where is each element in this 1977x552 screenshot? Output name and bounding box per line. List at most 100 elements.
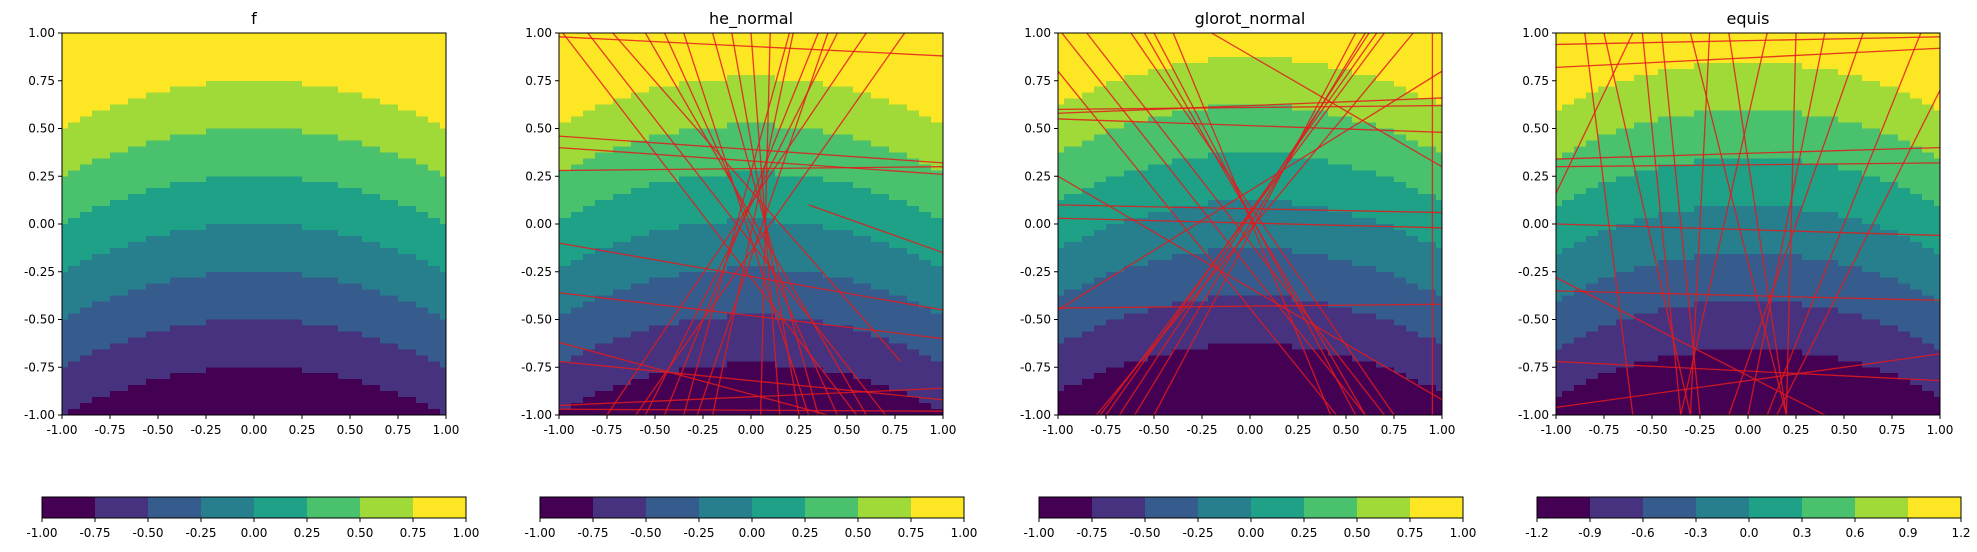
x-tick-label: -0.75 [1090,423,1121,437]
overlay-line [1172,33,1332,415]
x-tick-label: 1.00 [1429,423,1456,437]
overlay-line [664,33,838,415]
overlay-line [1556,47,1940,69]
colorbar: -1.00 -0.75 -0.50 -0.25 0.00 0.25 0.50 0.75 1.00 [524,496,978,540]
x-tick-label: 1.00 [930,423,957,437]
overlay-line [1058,175,1442,401]
overlay-line [759,33,771,415]
subplot: he_normal -1.00 -0.75 -0.50 -0.25 0.00 0.25 0.5… [521,9,977,540]
overlay-line [559,166,943,172]
plot-title: equis [1727,9,1770,28]
y-tick-label: 0.00 [1522,217,1549,231]
x-tick-label: 0.50 [1333,423,1360,437]
y-tick-label: -0.75 [24,360,55,374]
colorbar-tick-label: 0.50 [845,526,872,540]
colorbar-tick-label: 1.00 [453,526,480,540]
x-tick-label: 0.75 [1381,423,1408,437]
y-tick-label: -1.00 [521,408,552,422]
colorbar-tick-label: -0.50 [1129,526,1160,540]
y-tick-label: -0.50 [24,313,55,327]
overlay-line [1728,33,1864,415]
x-tick-label: -0.25 [1684,423,1715,437]
overlay-line [559,341,828,415]
x-tick-label: -1.00 [46,423,77,437]
colorbar-segment [360,497,414,518]
colorbar-tick-label: 0.6 [1845,526,1864,540]
overlay-line [1556,162,1940,168]
y-tick-label: 1.00 [28,26,55,40]
y-tick-label: -0.75 [521,360,552,374]
y-tick-label: 0.50 [1522,122,1549,136]
colorbar-segment [1537,497,1591,518]
colorbar-segment [1410,497,1464,518]
colorbar-tick-label: 0.50 [347,526,374,540]
colorbar-segment [95,497,149,518]
x-tick-label: 0.50 [337,423,364,437]
overlay-line [559,292,943,340]
colorbar-segment [1357,497,1411,518]
overlay-line [1556,353,1940,409]
colorbar-tick-label: -1.00 [1023,526,1054,540]
y-tick-label: -0.50 [1020,313,1051,327]
colorbar-tick-label: -0.3 [1684,526,1707,540]
y-tick-label: 0.25 [525,169,552,183]
colorbar-tick-label: -0.75 [1076,526,1107,540]
colorbar-tick-label: 1.00 [951,526,978,540]
colorbar-segment [1039,497,1093,518]
overlay-line [1058,97,1442,114]
overlay-line [808,204,943,254]
overlay-line [1556,290,1940,302]
y-tick-label: -0.75 [1020,360,1051,374]
overlay-line [559,408,943,412]
contour-fill [1058,33,1442,415]
y-tick-label: -0.50 [1518,313,1549,327]
overlay-line [1556,360,1940,382]
colorbar-tick-label: 0.25 [792,526,819,540]
subplot: f -1.00 -0.75 -0.50 -0.25 0.00 0.25 0.50 0.75 1.0… [24,9,479,540]
y-tick-label: 0.25 [1522,169,1549,183]
colorbar-tick-label: -0.75 [577,526,608,540]
overlay-line [1584,33,1634,415]
colorbar-segment [1145,497,1199,518]
colorbar-tick-label: -1.00 [26,526,57,540]
colorbar-tick-label: 0.75 [898,526,925,540]
overlay-line [1766,33,1922,415]
y-tick-label: 0.50 [525,122,552,136]
colorbar-tick-label: 0.75 [400,526,427,540]
colorbar-segment [752,497,806,518]
overlay-line [1058,118,1442,133]
overlay-line [711,33,794,415]
y-tick-label: 0.00 [525,217,552,231]
x-tick-label: -1.00 [1042,423,1073,437]
overlay-line [1728,33,1788,415]
y-tick-label: -0.25 [521,265,552,279]
x-tick-label: -0.50 [1636,423,1667,437]
y-tick-label: 0.50 [1024,122,1051,136]
colorbar-segment [911,497,965,518]
colorbar-segment [254,497,308,518]
colorbar-tick-label: -0.50 [630,526,661,540]
contour-fill [62,33,446,415]
overlay-line [1130,33,1395,415]
y-tick-label: -1.00 [1020,408,1051,422]
y-tick-label: -1.00 [24,408,55,422]
colorbar-segment [413,497,467,518]
overlay-line [559,146,943,175]
colorbar-segment [540,497,594,518]
x-tick-label: -0.50 [639,423,670,437]
overlay-line [1118,33,1370,415]
y-tick-label: 0.25 [1024,169,1051,183]
colorbar-tick-label: 0.00 [241,526,268,540]
overlay-line [1061,33,1366,415]
colorbar-segment [1590,497,1644,518]
colorbar-tick-label: 0.25 [294,526,321,540]
x-tick-label: 0.25 [1285,423,1312,437]
y-tick-label: 0.75 [525,74,552,88]
overlay-line [612,33,902,362]
x-tick-label: 1.00 [433,423,460,437]
x-tick-label: 0.25 [1783,423,1810,437]
overlay-line [1689,33,1788,415]
y-tick-label: -0.50 [521,313,552,327]
overlay-line [1556,36,1940,46]
colorbar: -1.00 -0.75 -0.50 -0.25 0.00 0.25 0.50 0.75 1.00 [1023,496,1476,540]
